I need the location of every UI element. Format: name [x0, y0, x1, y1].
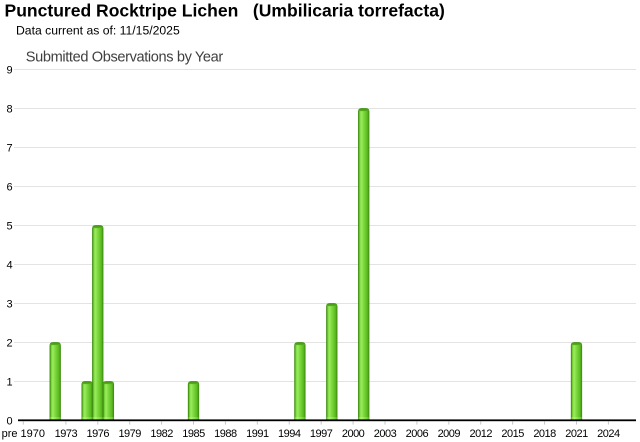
- svg-text:2015: 2015: [501, 428, 524, 440]
- svg-text:2021: 2021: [565, 428, 588, 440]
- svg-text:5: 5: [6, 220, 12, 232]
- svg-text:Data current as of: 11/15/2025: Data current as of: 11/15/2025: [16, 24, 180, 38]
- svg-text:1991: 1991: [246, 428, 269, 440]
- svg-text:1997: 1997: [310, 428, 333, 440]
- svg-text:2024: 2024: [597, 428, 620, 440]
- svg-text:2: 2: [6, 337, 12, 349]
- svg-text:3: 3: [6, 298, 12, 310]
- svg-text:1988: 1988: [214, 428, 237, 440]
- svg-text:pre 1970: pre 1970: [2, 428, 45, 440]
- svg-text:1982: 1982: [150, 428, 173, 440]
- svg-text:7: 7: [6, 142, 12, 154]
- svg-text:Submitted Observations by Year: Submitted Observations by Year: [26, 50, 224, 66]
- svg-text:1979: 1979: [118, 428, 141, 440]
- svg-text:Punctured Rocktripe Lichen (: Punctured Rocktripe Lichen (Umbilicaria …: [5, 1, 445, 21]
- svg-text:2018: 2018: [533, 428, 556, 440]
- svg-text:1973: 1973: [55, 428, 78, 440]
- svg-text:0: 0: [6, 415, 12, 427]
- svg-text:6: 6: [6, 181, 12, 193]
- svg-text:1985: 1985: [182, 428, 205, 440]
- svg-text:9: 9: [6, 64, 12, 76]
- svg-text:8: 8: [6, 103, 12, 115]
- svg-text:2003: 2003: [374, 428, 397, 440]
- svg-text:1: 1: [6, 376, 12, 388]
- svg-text:1994: 1994: [278, 428, 301, 440]
- svg-text:1976: 1976: [87, 428, 110, 440]
- svg-text:2009: 2009: [438, 428, 461, 440]
- svg-text:2012: 2012: [469, 428, 492, 440]
- svg-text:2000: 2000: [342, 428, 365, 440]
- svg-text:2006: 2006: [406, 428, 429, 440]
- svg-text:4: 4: [6, 259, 12, 271]
